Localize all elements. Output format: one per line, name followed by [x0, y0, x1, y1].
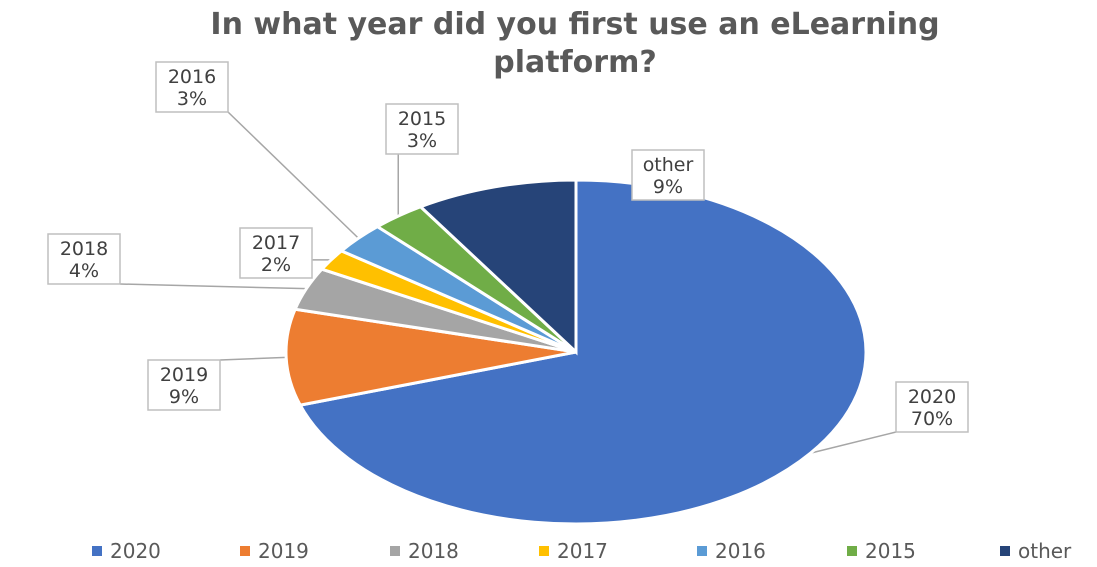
data-label-box-2018	[47, 233, 121, 285]
legend-label-2017: 2017	[557, 539, 608, 563]
data-label-percent-2018: 4%	[69, 260, 99, 282]
data-label-box-2016	[155, 61, 229, 113]
data-label-box-other	[631, 149, 705, 201]
data-label-box-2020	[895, 381, 969, 433]
data-labels: 202070%20199%20184%20172%20163%20153%oth…	[47, 61, 969, 433]
legend-label-other: other	[1018, 539, 1072, 563]
data-label-box-2019	[147, 359, 221, 411]
pie-slice-other	[417, 178, 578, 356]
legend-label-2019: 2019	[258, 539, 309, 563]
data-label-category-2019: 2019	[160, 364, 208, 386]
legend-swatch-2018	[390, 546, 400, 556]
pie-slices	[284, 178, 868, 526]
leader-line-2018	[119, 283, 307, 290]
data-label-box-2017	[239, 227, 313, 279]
data-label-percent-2016: 3%	[177, 88, 207, 110]
legend-swatch-2016	[697, 546, 707, 556]
legend-swatch-2017	[539, 546, 549, 556]
legend-swatch-2020	[92, 546, 102, 556]
data-label-percent-2020: 70%	[911, 408, 953, 430]
legend-label-2016: 2016	[715, 539, 766, 563]
data-label-category-2018: 2018	[60, 238, 108, 260]
legend-swatch-2015	[847, 546, 857, 556]
leader-line-2020	[810, 431, 897, 454]
data-label-percent-2017: 2%	[261, 254, 291, 276]
data-label-category-2016: 2016	[168, 66, 216, 88]
legend-swatch-other	[1000, 546, 1010, 556]
leader-line-2019	[219, 356, 287, 361]
chart-title-line-1: In what year did you first use an eLearn…	[210, 7, 939, 42]
legend-label-2020: 2020	[110, 539, 161, 563]
data-label-category-2017: 2017	[252, 232, 300, 254]
data-label-percent-other: 9%	[653, 176, 683, 198]
chart-title-line-2: platform?	[493, 45, 656, 80]
legend-label-2018: 2018	[408, 539, 459, 563]
legend-swatch-2019	[240, 546, 250, 556]
data-label-percent-2019: 9%	[169, 386, 199, 408]
data-label-category-other: other	[643, 154, 694, 176]
legend: 2020 2019 2018 2017 2016 2015 other	[92, 539, 1072, 563]
legend-label-2015: 2015	[865, 539, 916, 563]
pie-slice-2019	[284, 307, 577, 407]
leader-line-2016	[227, 111, 359, 239]
data-label-category-2020: 2020	[908, 386, 956, 408]
data-label-box-2015	[385, 103, 459, 155]
data-label-percent-2015: 3%	[407, 130, 437, 152]
pie-slice-2020	[297, 178, 868, 526]
data-label-category-2015: 2015	[398, 108, 446, 130]
